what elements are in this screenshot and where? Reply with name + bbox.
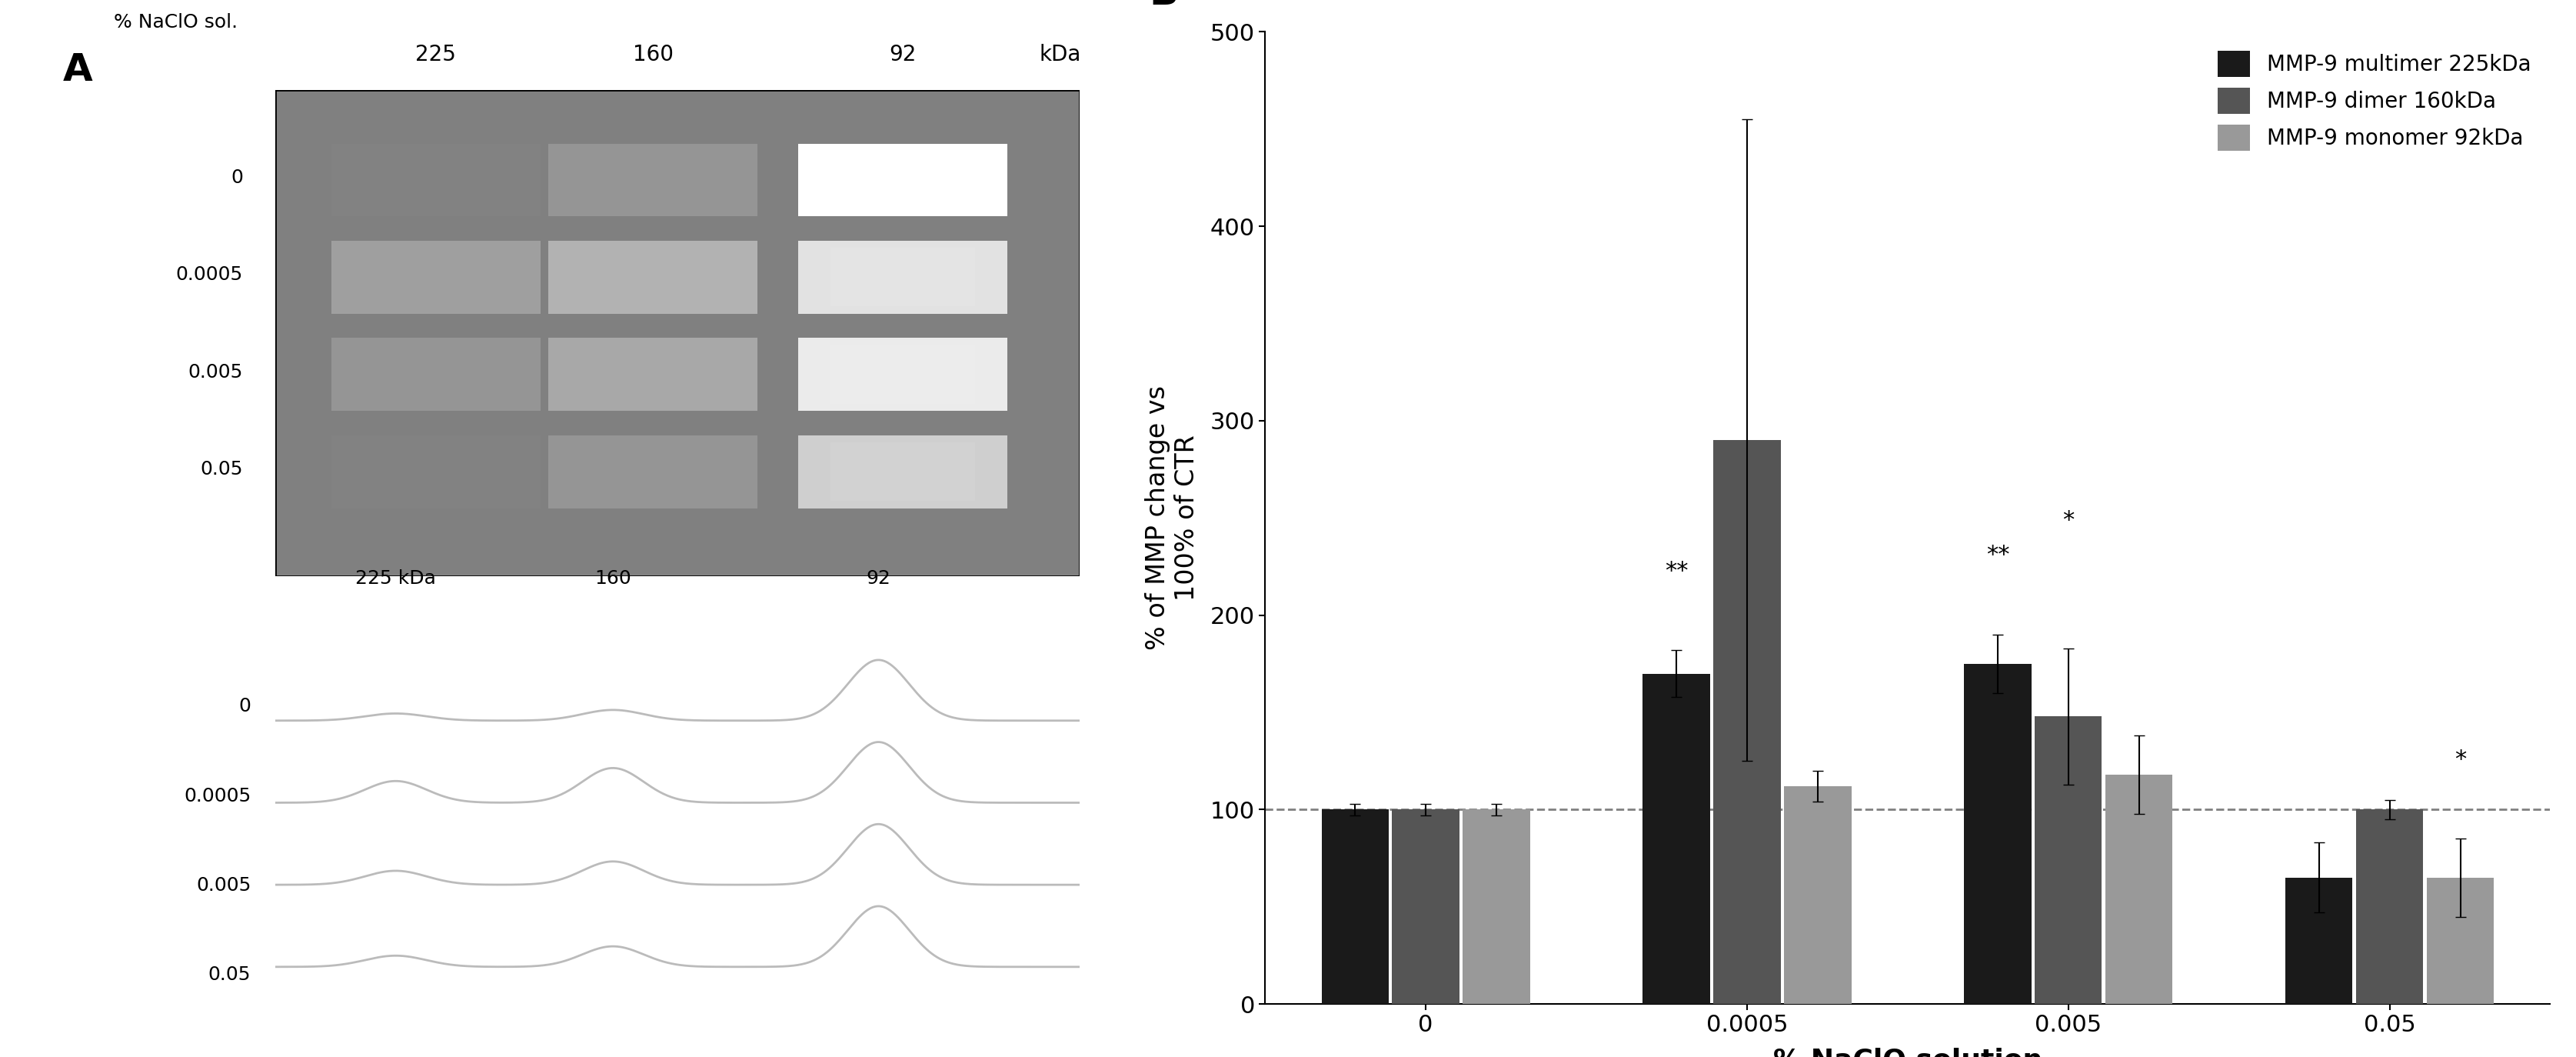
Y-axis label: % of MMP change vs
100% of CTR: % of MMP change vs 100% of CTR xyxy=(1144,386,1200,650)
Legend: MMP-9 multimer 225kDa, MMP-9 dimer 160kDa, MMP-9 monomer 92kDa: MMP-9 multimer 225kDa, MMP-9 dimer 160kD… xyxy=(2210,42,2540,159)
Bar xyxy=(2357,810,2424,1004)
Bar xyxy=(1321,810,1388,1004)
Bar xyxy=(1643,673,1710,1004)
Text: **: ** xyxy=(1986,544,2009,567)
Text: *: * xyxy=(2455,748,2465,771)
Bar xyxy=(1463,810,1530,1004)
Text: **: ** xyxy=(1664,560,1687,582)
Text: *: * xyxy=(2063,509,2074,532)
Bar xyxy=(1963,664,2032,1004)
Bar xyxy=(1391,810,1461,1004)
Text: B: B xyxy=(1149,0,1180,13)
Text: A: A xyxy=(62,51,93,88)
Bar xyxy=(2105,775,2172,1004)
X-axis label: % NaClO solution: % NaClO solution xyxy=(1772,1047,2043,1057)
Bar xyxy=(1785,786,1852,1004)
Bar xyxy=(2035,717,2102,1004)
Bar xyxy=(2427,877,2494,1004)
Bar xyxy=(2285,877,2352,1004)
Bar xyxy=(1713,440,1780,1004)
